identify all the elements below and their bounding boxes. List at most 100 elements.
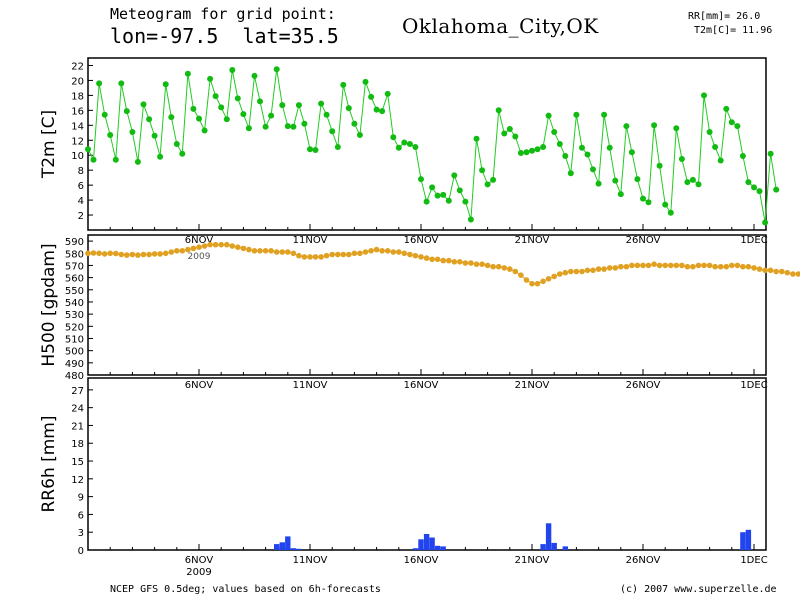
x-tick-label: 21NOV: [515, 555, 550, 566]
data-point: [606, 144, 613, 151]
data-point: [745, 263, 752, 270]
data-point: [218, 104, 225, 111]
data-point: [229, 67, 236, 73]
data-point: [523, 149, 530, 156]
data-point: [179, 150, 186, 157]
data-point: [407, 251, 413, 258]
data-point: [262, 248, 269, 254]
data-point: [779, 268, 785, 275]
data-point: [656, 162, 663, 169]
data-point: [440, 191, 447, 198]
data-point: [568, 268, 574, 275]
data-point: [557, 271, 563, 277]
data-point: [762, 219, 769, 226]
rain-bar: [540, 544, 546, 550]
data-point: [301, 254, 308, 260]
data-point: [323, 252, 330, 259]
data-point: [396, 249, 402, 255]
data-point: [179, 248, 186, 254]
data-point: [656, 262, 663, 269]
data-point: [668, 262, 674, 269]
data-point: [767, 267, 774, 274]
data-point: [412, 252, 419, 259]
data-point: [113, 250, 119, 257]
data-point: [695, 181, 702, 188]
data-point: [90, 250, 97, 256]
y-tick-label: 12: [71, 475, 84, 486]
data-point: [246, 246, 252, 253]
data-point: [90, 156, 97, 163]
data-point: [146, 116, 153, 123]
data-point: [590, 267, 596, 274]
data-point: [529, 280, 535, 287]
data-point: [617, 191, 624, 198]
data-point: [384, 248, 391, 254]
footer-source: NCEP GFS 0.5deg; values based on 6h-fore…: [110, 584, 381, 595]
data-point: [85, 250, 91, 257]
data-point: [556, 141, 563, 147]
y-tick-label: 10: [71, 151, 84, 162]
data-point: [628, 149, 635, 156]
rain-bar: [290, 548, 297, 550]
data-point: [584, 267, 591, 274]
data-point: [734, 262, 741, 269]
x-tick-label: 1DEC: [740, 555, 767, 566]
data-point: [373, 106, 380, 113]
data-point: [257, 248, 263, 254]
data-point: [601, 111, 608, 118]
data-point: [662, 201, 669, 208]
x-tick-label: 16NOV: [404, 235, 439, 246]
rain-bar: [423, 534, 430, 550]
data-point: [467, 216, 474, 223]
data-point: [689, 176, 696, 183]
data-point: [523, 277, 530, 283]
data-point: [434, 256, 441, 263]
data-point: [351, 250, 358, 257]
data-point: [567, 170, 574, 177]
rain-bar: [296, 548, 302, 550]
y-tick-label: 6: [78, 510, 84, 521]
data-point: [290, 123, 297, 130]
data-point: [212, 241, 219, 248]
data-point: [440, 257, 447, 264]
data-point: [690, 263, 696, 270]
data-point: [368, 93, 375, 100]
header-line2: lon=-97.5 lat=35.5: [110, 24, 339, 48]
data-point: [185, 246, 191, 253]
rain-bar: [429, 537, 435, 550]
y-tick-label: 15: [71, 457, 84, 468]
data-point: [612, 177, 619, 184]
data-point: [640, 195, 646, 202]
data-point: [446, 257, 452, 264]
data-point: [723, 263, 730, 270]
data-point: [390, 249, 397, 255]
data-point: [579, 268, 585, 275]
y-tick-label: 520: [65, 322, 84, 333]
data-point: [235, 244, 241, 250]
data-point: [251, 72, 258, 79]
y-tick-label: 27: [71, 386, 84, 397]
y-tick-label: 16: [71, 106, 84, 117]
rain-bar: [551, 542, 557, 550]
data-point: [96, 250, 102, 257]
data-point: [362, 249, 369, 255]
data-point: [329, 251, 336, 258]
y-tick-label: 590: [65, 237, 84, 248]
data-point: [501, 130, 508, 137]
y-tick-label: 14: [71, 121, 84, 132]
data-point: [468, 260, 474, 266]
data-point: [623, 263, 630, 270]
rain-bar: [440, 546, 446, 550]
data-point: [134, 158, 141, 165]
data-point: [490, 263, 496, 270]
data-point: [734, 123, 741, 130]
y-tick-label: 540: [65, 298, 84, 309]
data-point: [479, 167, 486, 174]
data-point: [406, 141, 413, 147]
y-tick-label: 550: [65, 286, 84, 297]
data-point: [423, 198, 430, 205]
data-point: [473, 135, 480, 142]
data-point: [318, 254, 324, 260]
y-tick-label: 570: [65, 261, 84, 272]
